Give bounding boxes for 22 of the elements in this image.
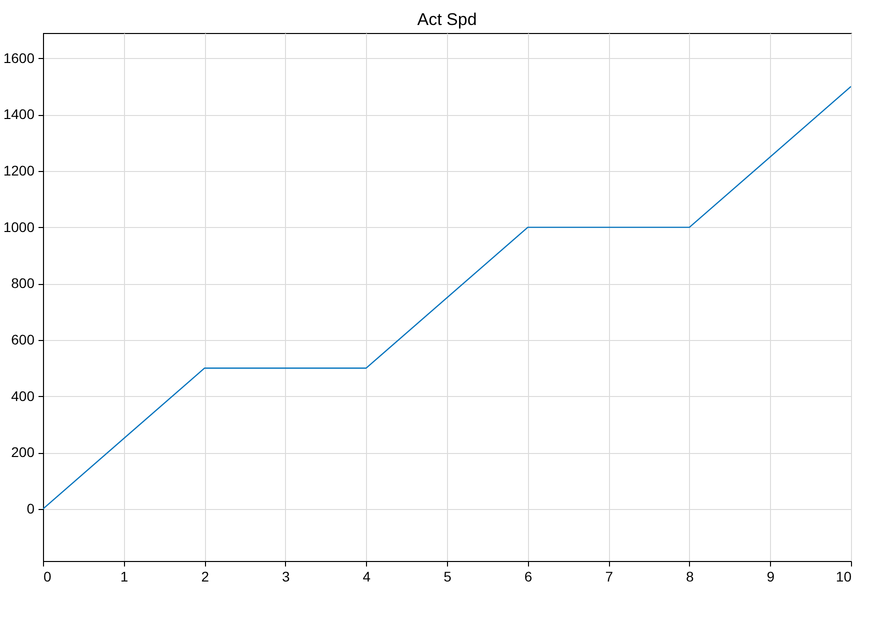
x-tick-label: 1 bbox=[120, 568, 128, 584]
x-tick-label: 5 bbox=[444, 568, 452, 584]
y-tick-label: 0 bbox=[26, 500, 35, 516]
x-tick-label: 8 bbox=[686, 568, 694, 584]
y-tick-label: 400 bbox=[11, 388, 35, 404]
x-tick-label: 6 bbox=[524, 568, 532, 584]
chart-title: Act Spd bbox=[417, 10, 477, 29]
x-tick-label: 0 bbox=[44, 568, 52, 584]
y-tick-label: 1200 bbox=[3, 162, 35, 178]
x-tick-label: 2 bbox=[201, 568, 210, 584]
y-tick-label: 1400 bbox=[3, 106, 35, 122]
x-tick-label: 9 bbox=[766, 568, 775, 584]
y-tick-label: 800 bbox=[11, 275, 35, 292]
y-tick-label: 1600 bbox=[3, 50, 35, 66]
x-tick-label: 10 bbox=[836, 568, 852, 584]
line-series bbox=[43, 86, 851, 510]
x-tick-label: 4 bbox=[362, 568, 371, 584]
x-tick-label: 7 bbox=[605, 568, 614, 584]
x-tick-label: 3 bbox=[282, 568, 290, 584]
y-tick-label: 1000 bbox=[3, 218, 35, 235]
y-tick-label: 200 bbox=[11, 444, 35, 460]
y-tick-label: 600 bbox=[11, 331, 35, 348]
